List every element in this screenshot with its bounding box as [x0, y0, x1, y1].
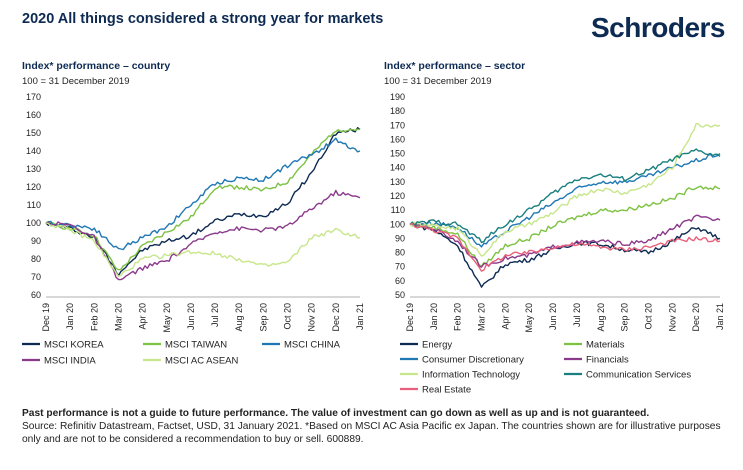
- chart1-series-msci-taiwan: [45, 128, 361, 271]
- chart2-ytick-label: 140: [390, 163, 405, 173]
- brand-logo: Schroders: [591, 12, 726, 43]
- chart2-xtick-label: Feb 20: [453, 303, 463, 331]
- chart2-xtick-label: Jan 21: [715, 303, 725, 330]
- chart1-ytick-label: 100: [26, 218, 41, 228]
- chart2-xtick-label: Oct 20: [643, 303, 653, 330]
- chart2-subtitle: 100 = 31 December 2019: [384, 76, 491, 87]
- chart1-xtick-label: Nov 20: [307, 303, 317, 332]
- chart2-legend-label-financials: Financials: [586, 355, 629, 366]
- chart2-ytick-label: 130: [390, 177, 405, 187]
- chart1-ytick-label: 120: [26, 182, 41, 192]
- chart2-xtick-label: Mar 20: [477, 303, 487, 331]
- chart1-legend-label-msci-china: MSCI CHINA: [284, 340, 341, 351]
- chart2-xtick-label: Dec 20: [691, 303, 701, 332]
- chart1-xtick-label: May 20: [162, 303, 172, 333]
- chart2-series-communication-services: [409, 148, 721, 244]
- chart1-series-msci-china: [45, 137, 361, 251]
- chart2-series-information-technology: [409, 122, 721, 257]
- chart1-ytick-label: 80: [31, 254, 41, 264]
- chart1-title: Index* performance – country: [22, 60, 170, 72]
- chart2-legend-label-information-technology: Information Technology: [422, 370, 520, 381]
- chart2-ytick-label: 70: [395, 262, 405, 272]
- chart2-legend-label-consumer-discretionary: Consumer Discretionary: [422, 355, 524, 366]
- chart1-xtick-label: Jun 20: [186, 303, 196, 330]
- chart1-legend-label-msci-taiwan: MSCI TAIWAN: [165, 340, 227, 351]
- chart1-xtick-label: Dec 19: [41, 303, 51, 332]
- chart1-ytick-label: 70: [31, 272, 41, 282]
- chart1-ytick-label: 140: [26, 146, 41, 156]
- chart1-xtick-label: Jan 20: [65, 303, 75, 330]
- chart1-ytick-label: 130: [26, 164, 41, 174]
- chart1-ytick-label: 170: [26, 92, 41, 102]
- page-title: 2020 All things considered a strong year…: [22, 11, 384, 27]
- chart1-legend-label-msci-korea: MSCI KOREA: [44, 340, 104, 351]
- chart1-xtick-label: Oct 20: [283, 303, 293, 330]
- chart2-ytick-label: 160: [390, 134, 405, 144]
- chart2-ytick-label: 80: [395, 248, 405, 258]
- chart1-xtick-label: Aug 20: [234, 303, 244, 332]
- chart1-xtick-label: Apr 20: [138, 303, 148, 330]
- chart2-legend-label-energy: Energy: [422, 340, 452, 351]
- chart1-legend-label-msci-ac-asean: MSCI AC ASEAN: [165, 356, 239, 367]
- chart2-ytick-label: 190: [390, 92, 405, 102]
- chart2-series-energy: [409, 223, 721, 288]
- chart1-xtick-label: Jul 20: [210, 303, 220, 327]
- chart2-ytick-label: 120: [390, 191, 405, 201]
- chart2-xtick-label: Apr 20: [500, 303, 510, 330]
- chart2-ytick-label: 100: [390, 219, 405, 229]
- chart2-xtick-label: Aug 20: [596, 303, 606, 332]
- chart2-xtick-label: Jun 20: [548, 303, 558, 330]
- chart2-series-real-estate: [409, 222, 721, 272]
- chart2-xtick-label: Jan 20: [429, 303, 439, 330]
- chart1-series-msci-india: [45, 189, 361, 281]
- disclaimer-text: Past performance is not a guide to futur…: [22, 408, 650, 419]
- chart1-xtick-label: Mar 20: [113, 303, 123, 331]
- chart1-ytick-label: 60: [31, 290, 41, 300]
- chart2-ytick-label: 170: [390, 120, 405, 130]
- chart2-series-materials: [409, 185, 721, 267]
- chart2-xtick-label: Sep 20: [620, 303, 630, 332]
- chart2-title: Index* performance – sector: [384, 60, 525, 72]
- chart1-xtick-label: Sep 20: [258, 303, 268, 332]
- chart2-ytick-label: 90: [395, 233, 405, 243]
- chart1-xtick-label: Jan 21: [355, 303, 365, 330]
- chart1-xtick-label: Feb 20: [89, 303, 99, 331]
- chart2-ytick-label: 150: [390, 149, 405, 159]
- chart1-ytick-label: 90: [31, 236, 41, 246]
- chart1-series-msci-ac-asean: [45, 222, 361, 277]
- chart2-ytick-label: 50: [395, 290, 405, 300]
- chart2-legend-label-real-estate: Real Estate: [422, 385, 471, 396]
- chart2-xtick-label: Nov 20: [667, 303, 677, 332]
- chart1-ytick-label: 110: [27, 200, 41, 210]
- chart2-legend-label-communication-services: Communication Services: [586, 370, 691, 381]
- chart1-legend-label-msci-india: MSCI INDIA: [44, 356, 96, 367]
- chart2-ytick-label: 110: [391, 205, 405, 215]
- chart2-xtick-label: May 20: [524, 303, 534, 333]
- chart2-xtick-label: Dec 19: [405, 303, 415, 332]
- source-text: Source: Refinitiv Datastream, Factset, U…: [22, 421, 721, 445]
- chart1-ytick-label: 150: [26, 128, 41, 138]
- chart2-ytick-label: 180: [390, 106, 405, 116]
- chart2-xtick-label: Jul 20: [572, 303, 582, 327]
- chart2-legend-label-materials: Materials: [586, 340, 625, 351]
- chart2-series-consumer-discretionary: [409, 153, 721, 248]
- chart1-xtick-label: Dec 20: [331, 303, 341, 332]
- chart2-ytick-label: 60: [395, 276, 405, 286]
- footer-notes: Past performance is not a guide to futur…: [22, 407, 727, 446]
- chart1-subtitle: 100 = 31 December 2019: [22, 76, 129, 87]
- chart1-ytick-label: 160: [26, 110, 41, 120]
- charts-canvas: Index* performance – country 100 = 31 Dec…: [22, 60, 725, 396]
